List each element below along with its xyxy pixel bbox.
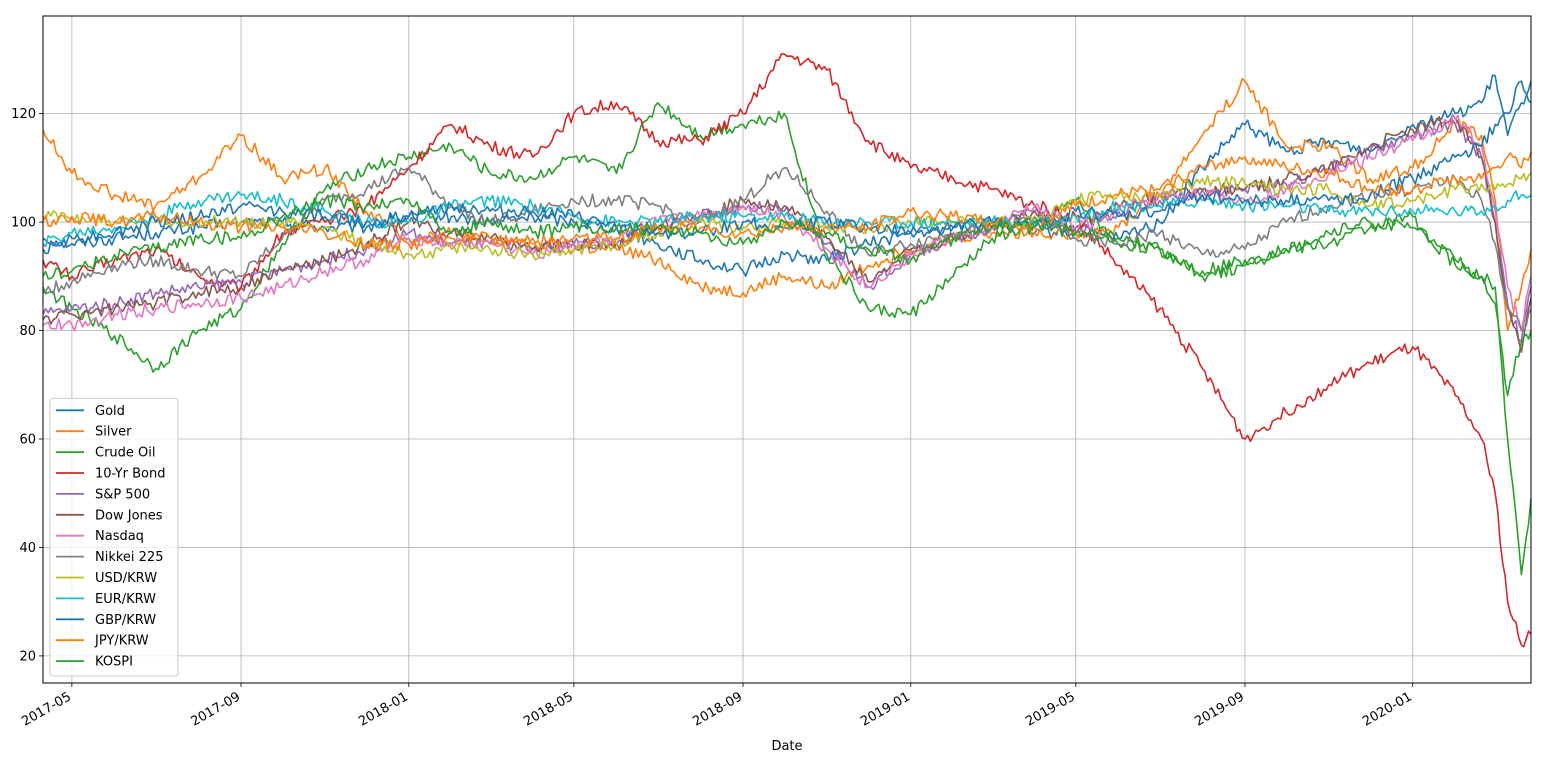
y-tick-label: 20: [19, 649, 36, 664]
legend-label: 10-Yr Bond: [95, 467, 165, 482]
series-line-gbp-krw: [42, 80, 1532, 255]
series-line-dow-jones: [42, 114, 1532, 354]
legend-label: Crude Oil: [95, 446, 156, 461]
legend-label: Nikkei 225: [95, 550, 164, 565]
y-tick-label: 120: [11, 107, 36, 122]
y-axis-ticks: 20 40 60 80 100 120: [11, 107, 43, 664]
y-tick-label: 60: [19, 432, 36, 447]
series-line-eur-krw: [42, 190, 1532, 248]
series-line-gold: [42, 74, 1532, 277]
legend-label: GBP/KRW: [95, 613, 156, 628]
series-line-nikkei-225: [42, 167, 1532, 332]
y-tick-label: 80: [19, 324, 36, 339]
legend-label: Silver: [95, 425, 132, 440]
legend-label: Dow Jones: [95, 508, 163, 523]
y-tick-label: 40: [19, 541, 36, 556]
series-lines: [42, 52, 1532, 648]
series-line-kospi: [42, 195, 1532, 397]
legend-label: EUR/KRW: [95, 592, 156, 607]
legend-label: JPY/KRW: [94, 634, 149, 649]
legend-label: KOSPI: [95, 655, 133, 670]
y-tick-label: 100: [11, 216, 36, 231]
plot-frame: [42, 15, 1532, 684]
x-axis-title: Date: [771, 739, 802, 754]
legend-label: Nasdaq: [95, 529, 144, 544]
series-line-s-p-500: [42, 119, 1532, 343]
series-line-silver: [42, 77, 1532, 332]
legend-label: USD/KRW: [95, 571, 157, 586]
legend: Gold Silver Crude Oil 10-Yr Bond S&P 500 Dow …: [49, 397, 179, 677]
legend-box: [49, 397, 179, 677]
legend-label: Gold: [95, 404, 125, 419]
legend-label: S&P 500: [95, 487, 150, 502]
